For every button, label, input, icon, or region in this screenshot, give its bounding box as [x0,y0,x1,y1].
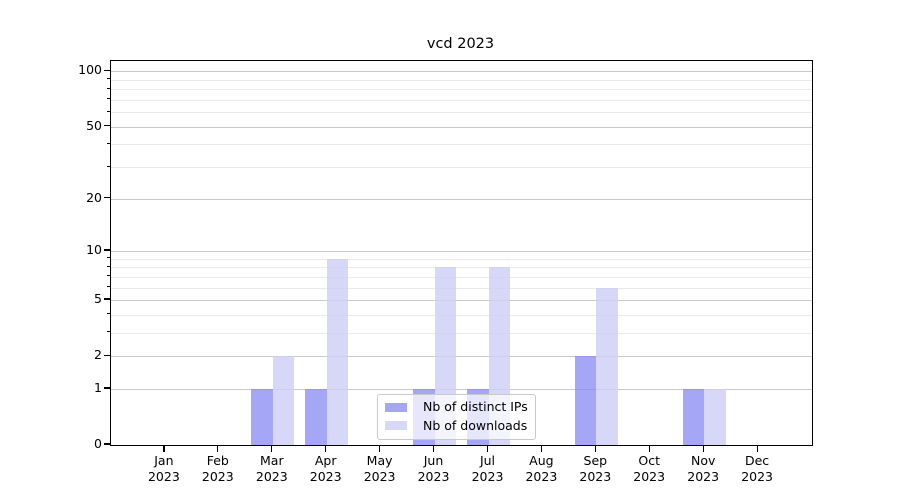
y-minor-tick-mark-3 [106,331,110,333]
x-tick-label-oct: Oct 2023 [633,453,666,484]
gridline-10 [111,250,812,252]
y-tick-mark-5 [104,298,110,300]
y-tick-mark-0 [104,443,110,445]
gridline-70 [111,99,812,101]
x-tick-label-aug: Aug 2023 [525,453,558,484]
x-tick-mark-feb [217,445,219,452]
y-tick-label-20: 20 [86,189,102,205]
gridline-4 [111,314,812,316]
x-tick-mark-oct [648,445,650,452]
gridline-90 [111,79,812,81]
y-minor-tick-mark-30 [106,165,110,167]
x-tick-mark-jul [486,445,489,452]
gridline-8 [111,267,812,269]
y-tick-label-0: 0 [94,436,102,451]
y-tick-label-10: 10 [86,241,102,257]
x-tick-label-sep: Sep 2023 [579,453,612,484]
y-minor-tick-mark-70 [106,98,110,100]
legend-label-distinct-ips: Nb of distinct IPs [423,399,528,414]
gridline-100 [111,71,812,73]
y-minor-tick-mark-80 [106,87,110,89]
bar-distinct-ips-sep [574,356,597,445]
gridline-50 [111,126,812,128]
y-tick-mark-1 [104,387,110,389]
bar-downloads-sep [596,287,618,445]
gridline-30 [111,167,812,168]
x-tick-mark-dec [756,445,758,452]
legend-item-distinct-ips: Nb of distinct IPs [385,399,528,415]
legend: Nb of distinct IPs Nb of downloads [377,394,536,440]
x-tick-mark-nov [702,445,704,452]
chart-title: vcd 2023 [426,36,495,52]
gridline-3 [111,332,812,334]
y-tick-label-2: 2 [94,347,102,363]
gridline-7 [111,276,812,278]
bar-distinct-ips-mar [251,388,273,445]
y-tick-mark-50 [104,125,110,127]
y-minor-tick-mark-4 [106,313,110,315]
y-tick-label-50: 50 [86,117,102,133]
y-minor-tick-mark-9 [106,257,110,259]
y-minor-tick-mark-7 [106,275,110,277]
gridline-40 [111,144,812,146]
bar-downloads-apr [326,258,349,445]
x-tick-mark-mar [271,445,273,452]
x-tick-label-mar: Mar 2023 [255,453,288,484]
x-tick-mark-may [379,445,381,452]
y-tick-label-5: 5 [94,291,102,306]
y-minor-tick-mark-8 [106,265,110,267]
bar-downloads-mar [272,356,295,445]
x-tick-label-jan: Jan 2023 [147,453,180,484]
y-tick-mark-100 [104,69,110,72]
y-minor-tick-mark-60 [106,110,110,112]
y-minor-tick-mark-40 [106,142,110,144]
legend-swatch-distinct-ips-icon [385,402,407,412]
legend-item-downloads: Nb of downloads [385,417,528,434]
y-tick-mark-10 [104,249,110,251]
y-tick-label-1: 1 [94,379,102,395]
plot-area: Nb of distinct IPs Nb of downloads [110,60,813,446]
gridline-9 [111,258,812,260]
legend-swatch-downloads-icon [385,421,407,431]
gridline-6 [111,287,812,289]
y-minor-tick-mark-6 [106,286,110,287]
bar-downloads-nov [704,388,726,445]
x-tick-mark-aug [540,445,543,452]
gridline-5 [111,300,812,301]
y-tick-mark-20 [104,196,110,199]
gridline-1 [111,388,812,390]
x-tick-label-may: May 2023 [363,453,396,484]
bar-distinct-ips-apr [305,388,327,445]
x-tick-label-jul: Jul 2023 [471,453,504,484]
gridline-60 [111,112,812,114]
x-tick-label-feb: Feb 2023 [201,453,234,484]
x-tick-mark-sep [594,445,596,452]
gridline-80 [111,89,812,91]
y-minor-tick-mark-90 [106,78,110,80]
gridline-2 [111,356,812,358]
x-tick-label-jun: Jun 2023 [417,453,450,484]
bar-distinct-ips-nov [682,388,705,445]
x-tick-mark-jan [163,445,165,452]
x-tick-mark-apr [325,445,327,452]
y-tick-mark-2 [104,354,110,356]
x-tick-label-apr: Apr 2023 [309,453,342,484]
legend-label-downloads: Nb of downloads [423,417,528,433]
x-tick-mark-jun [432,445,435,452]
y-tick-label-100: 100 [78,62,102,78]
x-tick-label-nov: Nov 2023 [687,453,720,484]
gridline-20 [111,198,812,200]
x-tick-label-dec: Dec 2023 [741,453,773,484]
